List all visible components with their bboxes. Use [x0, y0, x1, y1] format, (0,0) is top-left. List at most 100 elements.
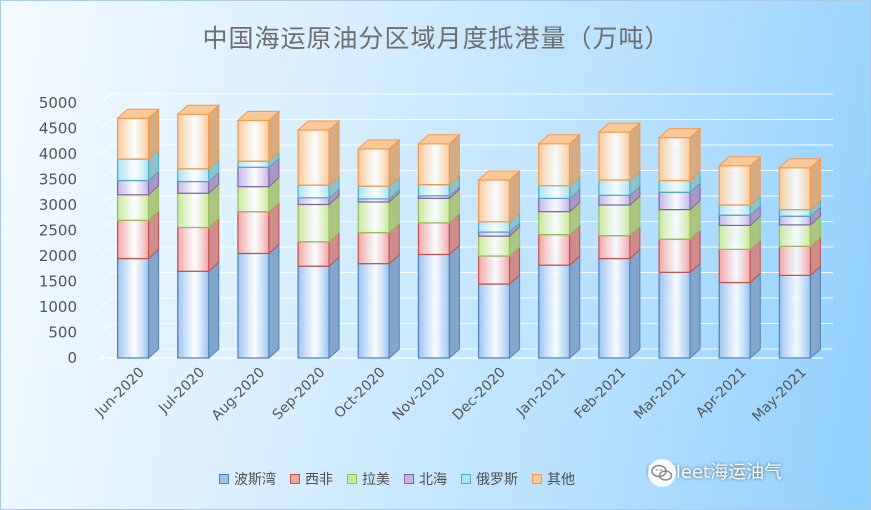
y-tick-label: 5000: [39, 94, 77, 112]
bar-top: [597, 122, 642, 133]
chart-legend: 波斯湾 西非 拉美 北海 俄罗斯 其他: [219, 469, 575, 489]
gridline-depth: [100, 297, 112, 308]
bar-segment: [778, 224, 812, 247]
wechat-icon: [648, 459, 676, 487]
bar-side: [569, 255, 581, 360]
bar-segment: [718, 214, 751, 226]
y-tick-label: 0: [67, 349, 77, 367]
bar-segment: [357, 148, 390, 187]
bar-segment: [116, 257, 150, 359]
bar-segment: [538, 211, 571, 236]
bar-side: [448, 244, 460, 360]
bar-segment: [237, 186, 270, 213]
watermark: HiFleet海运油气: [647, 458, 783, 487]
x-tick-label: Apr-2021: [693, 365, 750, 422]
bar-segment: [417, 143, 451, 186]
gridline-depth: [100, 246, 112, 257]
bar-segment: [658, 179, 691, 193]
gridline-depth: [100, 93, 112, 104]
bar-side: [328, 256, 340, 360]
bar-segment: [357, 231, 390, 265]
x-tick-label: Jan-2021: [513, 365, 569, 421]
bar-segment: [658, 238, 691, 273]
legend-swatch: [290, 474, 300, 484]
legend-item: 西非: [290, 469, 333, 489]
bar-segment: [177, 168, 210, 183]
bar-top: [537, 134, 582, 145]
bar-top: [657, 128, 702, 139]
bar-segment: [417, 222, 451, 256]
y-tick-label: 3500: [39, 171, 77, 189]
watermark-text: HiFleet海运油气: [647, 462, 783, 483]
bar-side: [629, 121, 641, 182]
bar-segment: [357, 201, 390, 234]
bar-segment: [778, 245, 812, 276]
bar-segment: [718, 224, 751, 250]
bar-segment: [237, 160, 270, 168]
bar-side: [809, 265, 821, 360]
bar-side: [208, 104, 220, 170]
bar-segment: [658, 271, 691, 359]
legend-swatch: [404, 474, 414, 484]
bar-segment: [177, 113, 210, 170]
bar-segment: [177, 270, 210, 359]
bar-segment: [116, 117, 150, 160]
bar-segment: [718, 165, 751, 206]
bar-segment: [297, 184, 330, 199]
bar-segment: [718, 204, 751, 216]
x-tick-label: Sep-2020: [270, 365, 329, 424]
bar-top: [236, 110, 281, 121]
bar-segment: [598, 179, 631, 196]
bar-segment: [598, 257, 631, 359]
bar-segment: [538, 185, 571, 199]
bar-segment: [297, 197, 330, 206]
y-tick-label: 2000: [39, 247, 77, 265]
bar-top: [717, 156, 762, 167]
legend-swatch: [532, 474, 542, 484]
bar-segment: [538, 197, 571, 213]
legend-item: 波斯湾: [219, 469, 276, 489]
bar-side: [388, 253, 400, 360]
legend-label: 北海: [419, 472, 447, 488]
bar-top: [417, 134, 461, 145]
bar-segment: [177, 226, 210, 272]
bar-segment: [778, 208, 812, 217]
bar-side: [328, 119, 340, 187]
bar-top: [477, 170, 521, 181]
bar-side: [749, 272, 761, 360]
bar-top: [296, 120, 341, 131]
bar-segment: [417, 197, 451, 224]
y-tick-label: 2500: [39, 222, 77, 240]
bar-segment: [477, 255, 511, 285]
legend-label: 波斯湾: [234, 472, 276, 488]
bar-segment: [237, 252, 270, 359]
bar-segment: [477, 221, 511, 233]
y-tick-label: 500: [48, 324, 77, 342]
bar-segment: [237, 166, 270, 188]
legend-item: 其他: [532, 469, 575, 489]
bar-segment: [116, 158, 150, 182]
bar-segment: [116, 179, 150, 196]
bar-segment: [477, 283, 511, 359]
legend-item: 拉美: [347, 469, 390, 489]
x-tick-label: May-2021: [749, 365, 809, 425]
bar-segment: [116, 219, 150, 260]
bar-segment: [718, 248, 751, 284]
bar-segment: [417, 253, 451, 359]
bar-segment: [598, 204, 631, 237]
bar-side: [689, 262, 701, 360]
x-tick-label: Aug-2020: [209, 365, 268, 424]
gridline-depth: [100, 119, 112, 129]
bar-top: [778, 158, 822, 169]
bar-side: [268, 243, 280, 360]
y-tick-label: 4500: [39, 120, 77, 138]
legend-label: 西非: [305, 472, 333, 488]
bar-segment: [778, 167, 812, 211]
bar-segment: [778, 274, 812, 359]
bar-segment: [477, 231, 511, 237]
bar-top: [176, 104, 221, 115]
chart-title: 中国海运原油分区域月度抵港量（万吨）: [202, 24, 671, 53]
bar-segment: [237, 119, 270, 162]
